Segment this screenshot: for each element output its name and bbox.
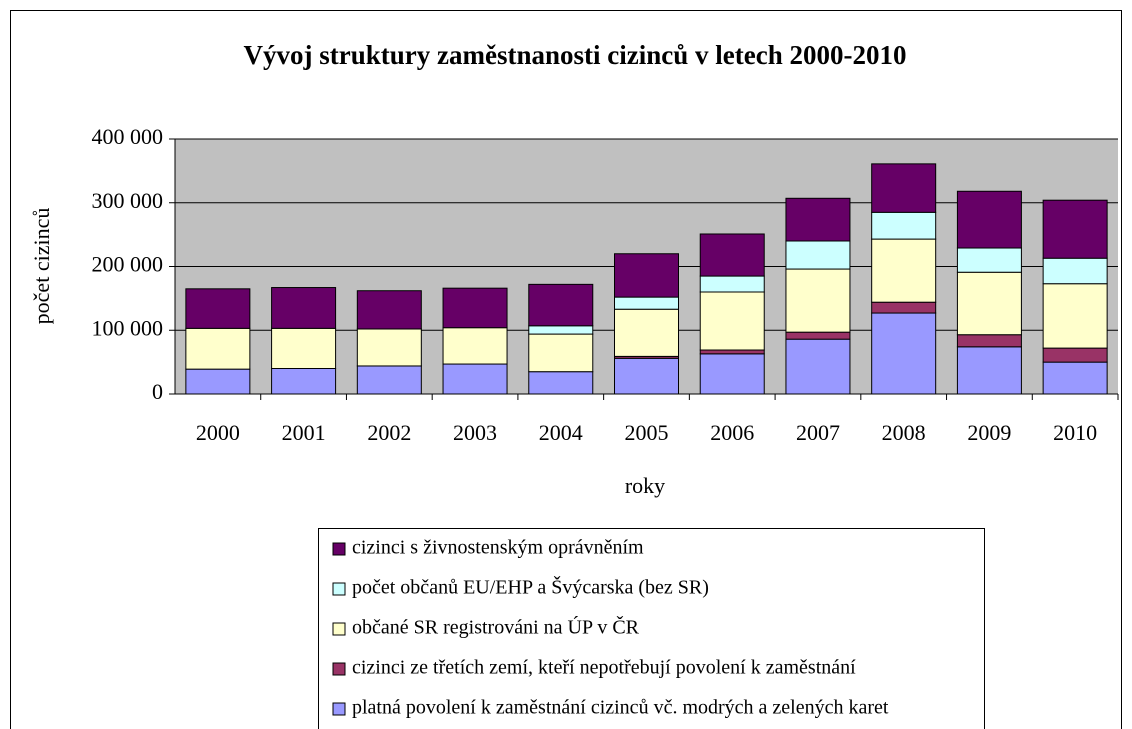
- legend-swatch: [332, 582, 346, 596]
- bar-segment: [442, 287, 508, 329]
- bar-segment: [614, 296, 679, 310]
- bar-segment: [871, 211, 937, 240]
- bar-segment: [785, 338, 851, 395]
- bar-segment: [271, 368, 337, 395]
- x-tick-label: 2001: [282, 420, 326, 445]
- bar-segment: [356, 328, 422, 367]
- chart-title: Vývoj struktury zaměstnanosti cizinců v …: [244, 40, 907, 70]
- bar-segment: [785, 268, 851, 333]
- bar-segment: [1042, 347, 1108, 363]
- bar-segment: [956, 247, 1022, 273]
- chart-border: [10, 10, 1122, 729]
- legend-swatch: [332, 662, 346, 676]
- bar-segment: [956, 346, 1022, 395]
- bar-segment: [699, 291, 765, 351]
- x-tick-label: 2000: [196, 420, 240, 445]
- x-tick-label: 2007: [796, 420, 840, 445]
- bar-segment: [699, 233, 765, 277]
- x-tick-label: 2009: [967, 420, 1011, 445]
- legend-label: platná povolení k zaměstnání cizinců vč.…: [352, 697, 889, 719]
- bar-segment: [956, 334, 1022, 348]
- bar-segment: [614, 357, 679, 395]
- bar-segment: [871, 301, 937, 314]
- x-tick-label: 2004: [539, 420, 583, 445]
- x-tick-label: 2003: [453, 420, 497, 445]
- bar-segment: [699, 353, 765, 395]
- bar-segment: [614, 253, 679, 298]
- bar-segment: [956, 271, 1022, 336]
- bar-segment: [271, 287, 337, 329]
- bar-segment: [699, 349, 765, 355]
- y-tick-label: 400 000: [92, 124, 164, 149]
- bar-segment: [1042, 199, 1108, 259]
- bar-segment: [614, 308, 679, 357]
- legend-label: počet občanů EU/EHP a Švýcarska (bez SR): [352, 575, 709, 599]
- y-tick-label: 200 000: [92, 252, 164, 277]
- x-axis-label: roky: [625, 473, 665, 498]
- bar-segment: [356, 365, 422, 395]
- bar-segment: [1042, 257, 1108, 285]
- bar-segment: [699, 275, 765, 293]
- bar-segment: [271, 327, 337, 369]
- legend-swatch: [332, 622, 346, 636]
- x-tick-label: 2008: [882, 420, 926, 445]
- bar-segment: [785, 240, 851, 270]
- y-tick-label: 300 000: [92, 188, 164, 213]
- x-tick-label: 2002: [367, 420, 411, 445]
- bar-segment: [528, 371, 594, 395]
- bar-segment: [185, 327, 251, 370]
- bar-segment: [785, 331, 851, 340]
- bar-segment: [871, 163, 937, 213]
- bar-segment: [442, 327, 508, 365]
- bar-segment: [871, 238, 937, 303]
- legend-label: cizinci ze třetích zemí, kteří nepotřebu…: [352, 657, 856, 679]
- x-tick-label: 2010: [1053, 420, 1097, 445]
- bar-segment: [185, 368, 251, 395]
- bar-segment: [1042, 283, 1108, 349]
- bar-segment: [528, 333, 594, 373]
- y-tick-label: 100 000: [92, 315, 164, 340]
- legend: [318, 528, 985, 729]
- bar-segment: [528, 283, 594, 327]
- bar-segment: [528, 325, 594, 335]
- legend-swatch: [332, 542, 346, 556]
- x-tick-label: 2006: [710, 420, 754, 445]
- bar-segment: [442, 363, 508, 395]
- legend-swatch: [332, 702, 346, 716]
- legend-label: občané SR registrováni na ÚP v ČR: [352, 615, 640, 639]
- legend-label: cizinci s živnostenským oprávněním: [352, 537, 644, 559]
- bar-segment: [356, 290, 422, 330]
- bar-segment: [185, 288, 251, 329]
- bar-segment: [871, 312, 937, 395]
- bar-segment: [785, 197, 851, 242]
- bar-segment: [956, 190, 1022, 249]
- x-tick-label: 2005: [625, 420, 669, 445]
- y-tick-label: 0: [152, 379, 163, 404]
- y-axis-label: počet cizinců: [29, 208, 54, 325]
- bar-segment: [1042, 361, 1108, 395]
